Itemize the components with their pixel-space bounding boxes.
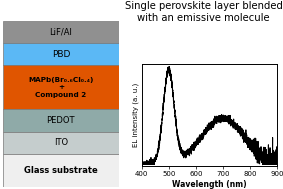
- Bar: [3, 154, 119, 187]
- Bar: [3, 43, 119, 65]
- Text: ITO: ITO: [54, 138, 68, 147]
- Text: Glass substrate: Glass substrate: [24, 166, 98, 175]
- Text: LiF/Al: LiF/Al: [50, 27, 72, 36]
- Text: Single perovskite layer blended
with an emissive molecule: Single perovskite layer blended with an …: [125, 1, 283, 22]
- Bar: [3, 65, 119, 109]
- Text: MAPb(Br₀.₆Cl₀.₄)
+
Compound 2: MAPb(Br₀.₆Cl₀.₄) + Compound 2: [28, 77, 94, 98]
- Text: PBD: PBD: [52, 50, 70, 59]
- Bar: [3, 109, 119, 132]
- Y-axis label: EL intensity (a. u.): EL intensity (a. u.): [132, 83, 139, 147]
- X-axis label: Wavelength (nm): Wavelength (nm): [172, 180, 247, 189]
- Bar: [3, 21, 119, 43]
- Bar: [3, 132, 119, 154]
- Text: PEDOT: PEDOT: [47, 116, 75, 125]
